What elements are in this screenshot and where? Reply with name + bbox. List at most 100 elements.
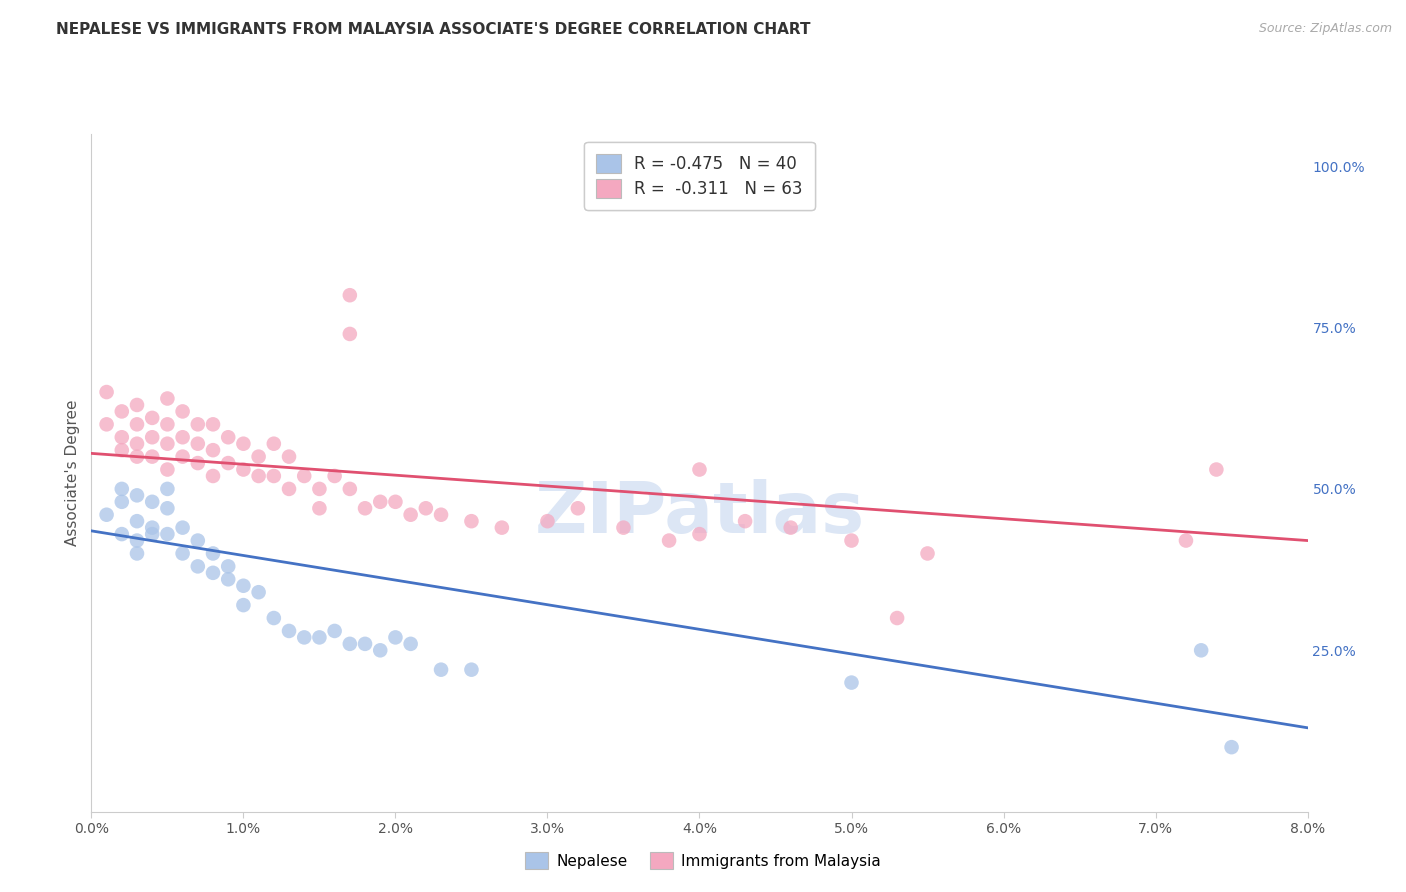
Point [339, 288, 361, 302]
Point [111, 482, 134, 496]
Point [187, 533, 209, 548]
Point [187, 436, 209, 450]
Point [111, 443, 134, 458]
Text: ZIPatlas: ZIPatlas [534, 479, 865, 548]
Point [368, 495, 391, 509]
Point [460, 514, 482, 528]
Legend: R = -0.475   N = 40, R =  -0.311   N = 63: R = -0.475 N = 40, R = -0.311 N = 63 [585, 142, 814, 210]
Point [384, 495, 406, 509]
Point [125, 533, 148, 548]
Point [172, 521, 194, 535]
Point [399, 508, 422, 522]
Point [125, 398, 148, 412]
Point [111, 495, 134, 509]
Point [125, 514, 148, 528]
Point [125, 436, 148, 450]
Point [111, 527, 134, 541]
Point [141, 410, 163, 425]
Point [308, 631, 330, 645]
Point [172, 430, 194, 444]
Point [491, 521, 513, 535]
Point [217, 430, 239, 444]
Point [536, 514, 558, 528]
Point [217, 456, 239, 470]
Point [688, 462, 710, 476]
Point [125, 546, 148, 560]
Point [202, 417, 225, 432]
Point [141, 521, 163, 535]
Point [308, 482, 330, 496]
Point [232, 598, 254, 612]
Point [688, 527, 710, 541]
Point [368, 643, 391, 657]
Point [125, 488, 148, 502]
Point [247, 450, 270, 464]
Point [156, 417, 179, 432]
Point [156, 462, 179, 476]
Point [734, 514, 756, 528]
Point [323, 469, 346, 483]
Point [156, 527, 179, 541]
Point [339, 326, 361, 341]
Point [141, 430, 163, 444]
Point [886, 611, 908, 625]
Point [308, 501, 330, 516]
Point [187, 417, 209, 432]
Point [217, 572, 239, 586]
Point [156, 436, 179, 450]
Point [841, 675, 863, 690]
Point [779, 521, 801, 535]
Point [96, 385, 118, 400]
Point [323, 624, 346, 638]
Point [187, 456, 209, 470]
Point [339, 482, 361, 496]
Text: NEPALESE VS IMMIGRANTS FROM MALAYSIA ASSOCIATE'S DEGREE CORRELATION CHART: NEPALESE VS IMMIGRANTS FROM MALAYSIA ASS… [56, 22, 811, 37]
Point [430, 663, 453, 677]
Point [232, 579, 254, 593]
Point [232, 436, 254, 450]
Point [415, 501, 437, 516]
Point [841, 533, 863, 548]
Y-axis label: Associate's Degree: Associate's Degree [65, 400, 80, 546]
Point [187, 559, 209, 574]
Point [111, 404, 134, 418]
Point [1205, 462, 1227, 476]
Point [278, 450, 301, 464]
Point [263, 436, 285, 450]
Point [232, 462, 254, 476]
Point [612, 521, 634, 535]
Point [354, 501, 377, 516]
Point [217, 559, 239, 574]
Point [202, 469, 225, 483]
Point [247, 585, 270, 599]
Point [172, 404, 194, 418]
Point [1189, 643, 1212, 657]
Point [354, 637, 377, 651]
Point [278, 482, 301, 496]
Point [172, 450, 194, 464]
Point [292, 469, 315, 483]
Point [156, 501, 179, 516]
Point [141, 527, 163, 541]
Point [141, 495, 163, 509]
Point [278, 624, 301, 638]
Point [263, 611, 285, 625]
Point [460, 663, 482, 677]
Point [247, 469, 270, 483]
Point [202, 443, 225, 458]
Point [384, 631, 406, 645]
Point [125, 417, 148, 432]
Point [399, 637, 422, 651]
Point [339, 637, 361, 651]
Point [125, 450, 148, 464]
Point [1220, 740, 1243, 755]
Point [156, 482, 179, 496]
Point [141, 450, 163, 464]
Point [263, 469, 285, 483]
Point [658, 533, 681, 548]
Point [156, 392, 179, 406]
Point [1174, 533, 1197, 548]
Point [111, 430, 134, 444]
Point [430, 508, 453, 522]
Point [96, 417, 118, 432]
